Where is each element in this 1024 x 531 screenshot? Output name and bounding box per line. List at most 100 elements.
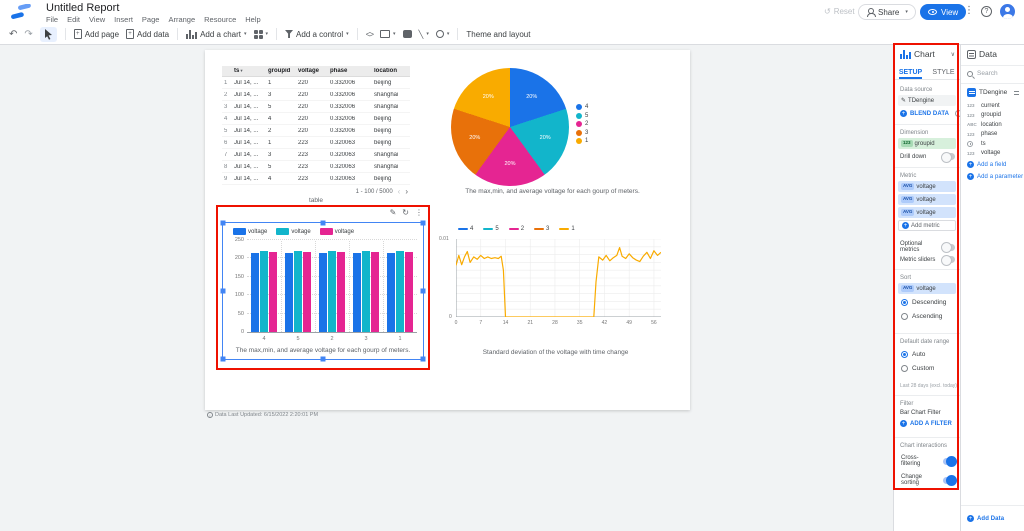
field-row-voltage[interactable]: 123 voltage xyxy=(961,149,1024,159)
image-button[interactable] xyxy=(402,30,412,38)
legend-item[interactable]: 5 xyxy=(483,226,499,232)
sort-metric-chip[interactable]: AVG voltage xyxy=(898,283,956,294)
add-filter-button[interactable]: ADD A FILTER xyxy=(910,420,952,427)
refresh-icon[interactable]: ↻ xyxy=(402,208,409,217)
share-button[interactable]: Share xyxy=(858,4,916,20)
optional-metrics-toggle[interactable] xyxy=(941,242,955,253)
bar[interactable] xyxy=(319,253,327,332)
drill-down-toggle[interactable] xyxy=(941,151,955,163)
table-row[interactable]: 6 Jul 14, ... 1 223 0.320063 beijing xyxy=(222,137,410,149)
bar[interactable] xyxy=(387,253,395,332)
source-options-icon[interactable] xyxy=(1014,90,1019,95)
chart-type-caret-icon[interactable] xyxy=(951,51,955,58)
column-header-groupid[interactable]: groupid xyxy=(268,68,291,74)
table-row[interactable]: 5 Jul 14, ... 2 220 0.332006 beijing xyxy=(222,125,410,137)
cross-filtering-toggle[interactable] xyxy=(943,456,957,467)
selection-handle[interactable] xyxy=(420,356,426,362)
embed-button[interactable]: <> xyxy=(365,29,374,39)
legend-item[interactable]: 4 xyxy=(576,104,588,110)
tab-setup[interactable]: SETUP xyxy=(894,66,927,79)
data-source-row[interactable]: TDengine xyxy=(967,88,1019,97)
line-chart-block[interactable]: 4 5 2 3 1 0.01 0 0 7 14 21 28 35 42 49 56 Standard d… xyxy=(438,225,673,360)
column-header-location[interactable]: location xyxy=(374,68,398,74)
bar[interactable] xyxy=(269,251,277,332)
column-header-ts[interactable]: ts▾ xyxy=(234,68,243,74)
selection-handle[interactable] xyxy=(220,356,226,362)
bar-chart-card[interactable]: ✎ ↻ ⋮ voltage voltage voltage 0 50 100 150 200… xyxy=(220,208,426,362)
bar[interactable] xyxy=(328,251,336,332)
metric-sliders-toggle[interactable] xyxy=(941,254,955,266)
change-sorting-toggle[interactable] xyxy=(943,475,957,486)
help-icon[interactable]: ? xyxy=(981,6,992,17)
menu-view[interactable]: View xyxy=(89,15,106,24)
table-row[interactable]: 2 Jul 14, ... 3 220 0.332006 shanghai xyxy=(222,89,410,101)
add-data-button[interactable]: Add data xyxy=(126,29,169,39)
metric-chip[interactable]: AVG voltage xyxy=(898,194,956,205)
data-source-chip[interactable]: TDengine xyxy=(898,95,956,106)
redo-button[interactable] xyxy=(24,29,32,40)
reset-button[interactable]: Reset xyxy=(824,7,855,16)
bar[interactable] xyxy=(362,251,370,332)
bar[interactable] xyxy=(405,251,413,332)
bar[interactable] xyxy=(371,251,379,332)
bar[interactable] xyxy=(353,253,361,332)
menu-resource[interactable]: Resource xyxy=(204,15,237,24)
report-title[interactable]: Untitled Report xyxy=(46,2,120,14)
column-header-voltage[interactable]: voltage xyxy=(298,68,320,74)
selection-handle[interactable] xyxy=(420,220,426,226)
table-row[interactable]: 3 Jul 14, ... 5 220 0.332006 shanghai xyxy=(222,101,410,113)
community-visualizations-button[interactable] xyxy=(253,29,269,39)
report-page[interactable]: ts▾ groupid voltage phase location 1 Jul 14, … xyxy=(205,50,690,410)
legend-item[interactable]: 2 xyxy=(508,226,524,232)
legend-item[interactable]: 2 xyxy=(576,121,588,127)
view-button[interactable]: View xyxy=(920,4,967,20)
legend-item[interactable]: 1 xyxy=(576,138,588,144)
blend-data-button[interactable]: BLEND DATA xyxy=(910,110,950,117)
legend-item[interactable]: voltage xyxy=(276,228,311,235)
chart-more-icon[interactable]: ⋮ xyxy=(415,208,423,217)
bar[interactable] xyxy=(294,251,302,332)
report-table[interactable]: ts▾ groupid voltage phase location 1 Jul 14, … xyxy=(222,66,410,204)
bar[interactable] xyxy=(337,251,345,332)
pie-chart-block[interactable]: 20% 20% 20% 20% 20% 4 5 2 3 1 The max,min, and a… xyxy=(445,62,685,212)
add-data-button[interactable]: Add Data xyxy=(977,515,1005,522)
menu-page[interactable]: Page xyxy=(141,15,160,24)
menu-help[interactable]: Help xyxy=(245,15,261,24)
legend-item[interactable]: 3 xyxy=(576,129,588,136)
field-row-location[interactable]: ABC location xyxy=(961,120,1024,130)
bar[interactable] xyxy=(260,251,268,332)
field-row-current[interactable]: 123 current xyxy=(961,101,1024,111)
url-embed-button[interactable] xyxy=(380,30,396,38)
add-parameter-button[interactable]: Add a parameter xyxy=(977,173,1024,180)
next-page-icon[interactable] xyxy=(405,187,408,196)
table-row[interactable]: 1 Jul 14, ... 1 220 0.332006 beijing xyxy=(222,77,410,89)
menu-arrange[interactable]: Arrange xyxy=(168,15,196,24)
legend-item[interactable]: 4 xyxy=(458,226,473,232)
legend-item[interactable]: voltage xyxy=(233,228,267,235)
field-row-ts[interactable]: ts xyxy=(961,139,1024,149)
table-row[interactable]: 8 Jul 14, ... 5 223 0.320063 shanghai xyxy=(222,161,410,173)
add-metric-button[interactable]: Add metric xyxy=(898,220,956,231)
shape-button[interactable] xyxy=(435,30,450,38)
line-chart-svg[interactable] xyxy=(455,238,662,318)
add-chart-button[interactable]: Add a chart xyxy=(186,29,246,39)
legend-item[interactable]: voltage xyxy=(319,228,354,235)
menu-edit[interactable]: Edit xyxy=(67,15,81,24)
menu-file[interactable]: File xyxy=(46,15,59,24)
pie-chart[interactable]: 20% 20% 20% 20% 20% xyxy=(451,68,569,186)
tab-style[interactable]: STYLE xyxy=(932,69,955,76)
edit-pencil-icon[interactable]: ✎ xyxy=(389,208,397,217)
select-tool-button[interactable] xyxy=(39,26,57,42)
pencil-icon[interactable] xyxy=(901,97,906,104)
bar[interactable] xyxy=(251,253,259,332)
field-row-groupid[interactable]: 123 groupid xyxy=(961,111,1024,121)
column-header-phase[interactable]: phase xyxy=(330,68,348,74)
table-row[interactable]: 4 Jul 14, ... 4 220 0.332006 beijing xyxy=(222,113,410,125)
bar[interactable] xyxy=(285,253,293,332)
menu-insert[interactable]: Insert xyxy=(114,15,133,24)
table-row[interactable]: 9 Jul 14, ... 4 223 0.320063 beijing xyxy=(222,173,410,185)
dimension-chip[interactable]: 123 groupid xyxy=(898,138,956,149)
field-row-phase[interactable]: 123 phase xyxy=(961,130,1024,140)
selection-handle[interactable] xyxy=(220,220,226,226)
table-row[interactable]: 7 Jul 14, ... 3 223 0.320063 shanghai xyxy=(222,149,410,161)
